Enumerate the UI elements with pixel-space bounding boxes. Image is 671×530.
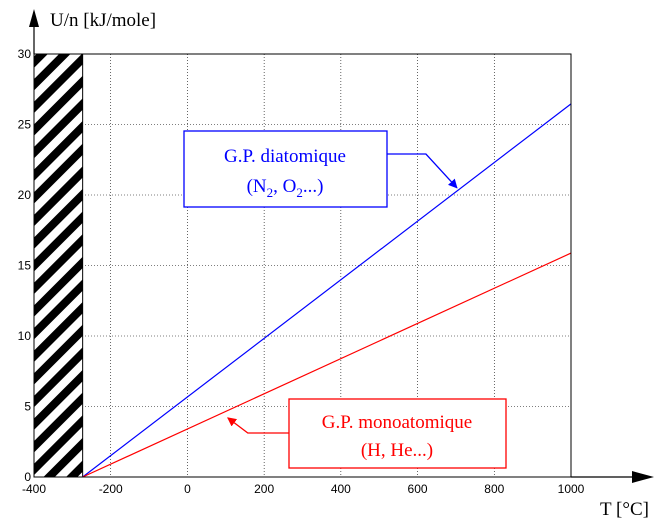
annotation-diatomique-title: G.P. diatomique (224, 146, 346, 167)
y-tick-label: 30 (18, 47, 32, 61)
annotation-monoatomique: G.P. monoatomique (H, He...) (227, 398, 507, 469)
axis-arrows (29, 9, 654, 483)
y-tick-label: 20 (18, 188, 32, 202)
x-axis-label: T [°C] (600, 499, 649, 520)
series-lines (82, 103, 572, 478)
x-tick-label: -400 (22, 482, 46, 496)
x-tick-label: 200 (254, 482, 274, 496)
annotation-diatomique-arrow (387, 153, 458, 189)
series-line-monoatomique (82, 252, 572, 478)
y-axis-label: U/n [kJ/mole] (50, 10, 156, 31)
y-tick-label: 5 (24, 400, 31, 414)
y-axis-arrowhead (29, 9, 39, 27)
x-tick-label: -200 (99, 482, 123, 496)
annotation-monoatomique-gases: (H, He...) (361, 440, 433, 461)
y-tick-label: 25 (18, 118, 32, 132)
plot-frame (33, 53, 572, 478)
y-tick-label: 10 (18, 329, 32, 343)
x-axis-arrowhead (632, 471, 654, 483)
y-tick-label: 0 (24, 470, 31, 484)
y-tick-label: 15 (18, 259, 32, 273)
annotation-monoatomique-title: G.P. monoatomique (322, 412, 472, 433)
annotation-diatomique-gases: (N2, O2...) (247, 176, 324, 200)
annotation-diatomique: G.P. diatomique (N2, O2...) (183, 130, 458, 208)
series-line-diatomique (82, 103, 572, 478)
x-tick-label: 800 (484, 482, 504, 496)
excluded-region-hatch (33, 53, 84, 478)
tick-labels: -400 -200 0 200 400 600 800 1000 0 5 10 15 20 25 30 (18, 47, 585, 496)
x-tick-label: 1000 (558, 482, 585, 496)
annotation-monoatomique-arrow (227, 417, 289, 434)
x-tick-label: 0 (184, 482, 191, 496)
x-tick-label: 400 (331, 482, 351, 496)
x-tick-label: 600 (408, 482, 428, 496)
